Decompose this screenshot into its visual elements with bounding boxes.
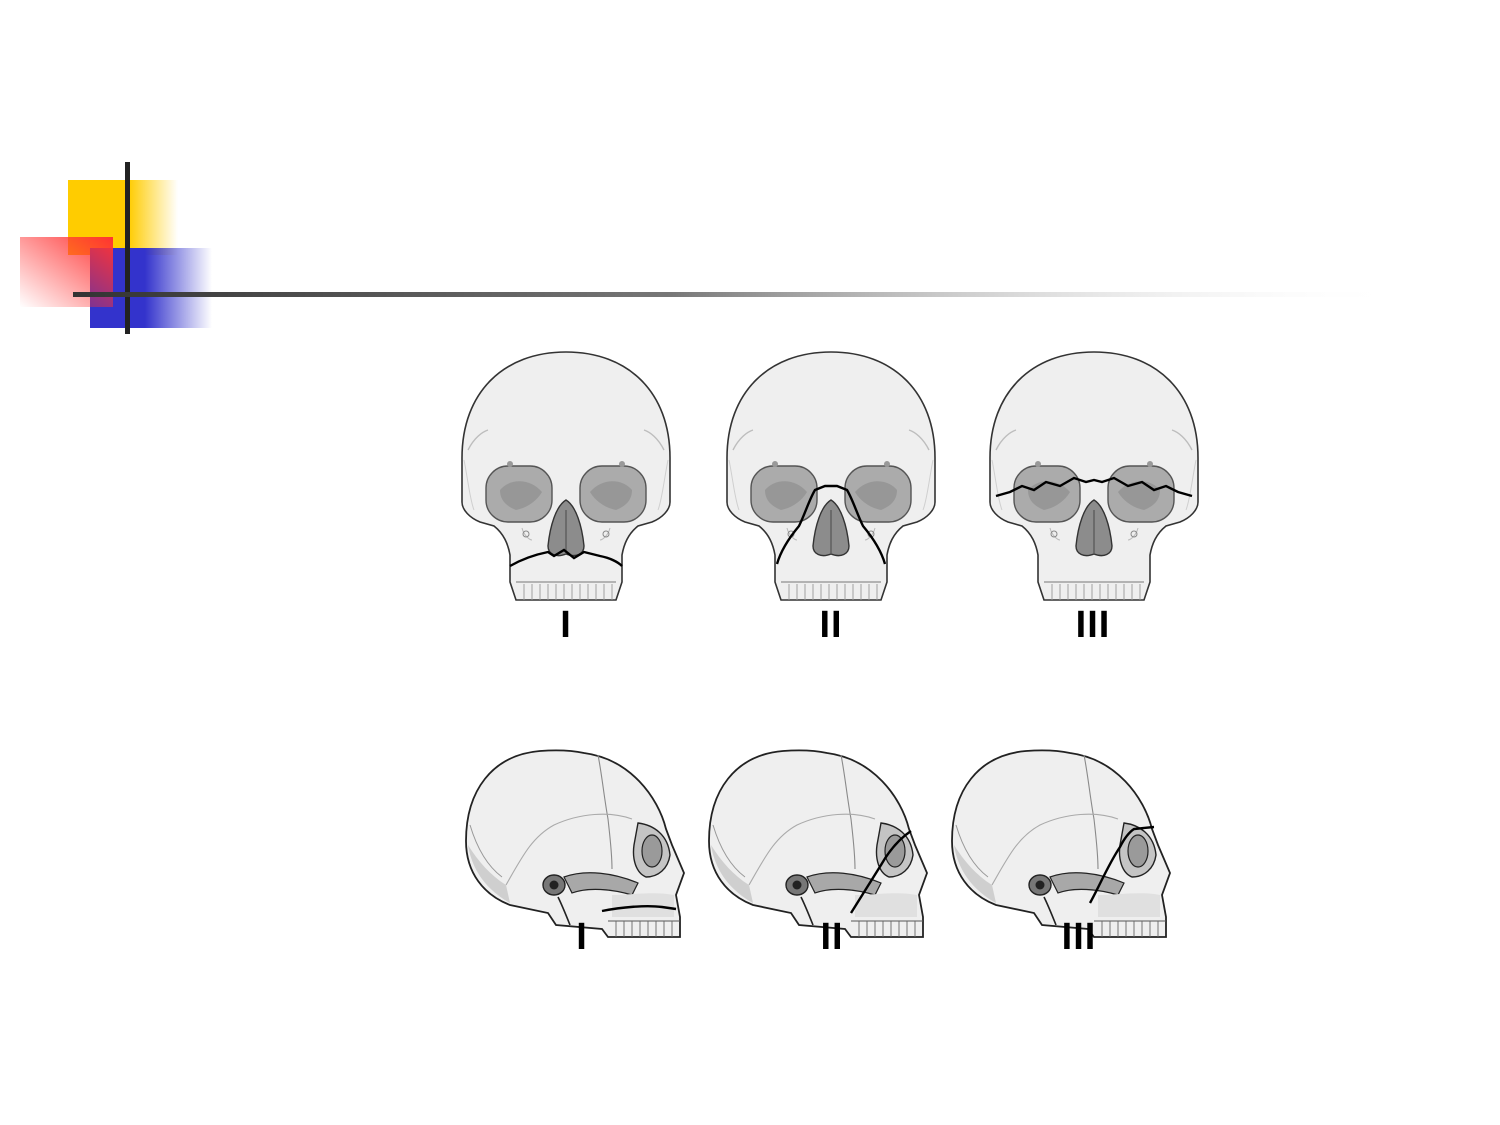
figure-label: II xyxy=(820,916,844,958)
frontal-skull-type-3 xyxy=(988,350,1200,605)
figure-label: III xyxy=(1075,604,1111,646)
horizontal-rule xyxy=(73,292,1403,297)
lateral-skull-type-1 xyxy=(462,745,687,940)
fracture-line xyxy=(849,830,912,914)
fracture-line xyxy=(995,476,1193,498)
fracture-line xyxy=(509,548,623,568)
fracture-line xyxy=(601,905,677,913)
frontal-skull-type-2 xyxy=(725,350,937,605)
figure-label: I xyxy=(576,916,588,958)
figure-label: II xyxy=(819,604,843,646)
vertical-rule xyxy=(125,162,130,334)
fracture-line xyxy=(1088,825,1155,904)
lateral-skull-type-3 xyxy=(948,745,1173,940)
figure-label: III xyxy=(1061,916,1097,958)
frontal-skull-type-1 xyxy=(460,350,672,605)
figure-label: I xyxy=(560,604,572,646)
slide-template-decoration xyxy=(20,162,1403,334)
fracture-line xyxy=(775,484,887,565)
lateral-skull-type-2 xyxy=(705,745,930,940)
